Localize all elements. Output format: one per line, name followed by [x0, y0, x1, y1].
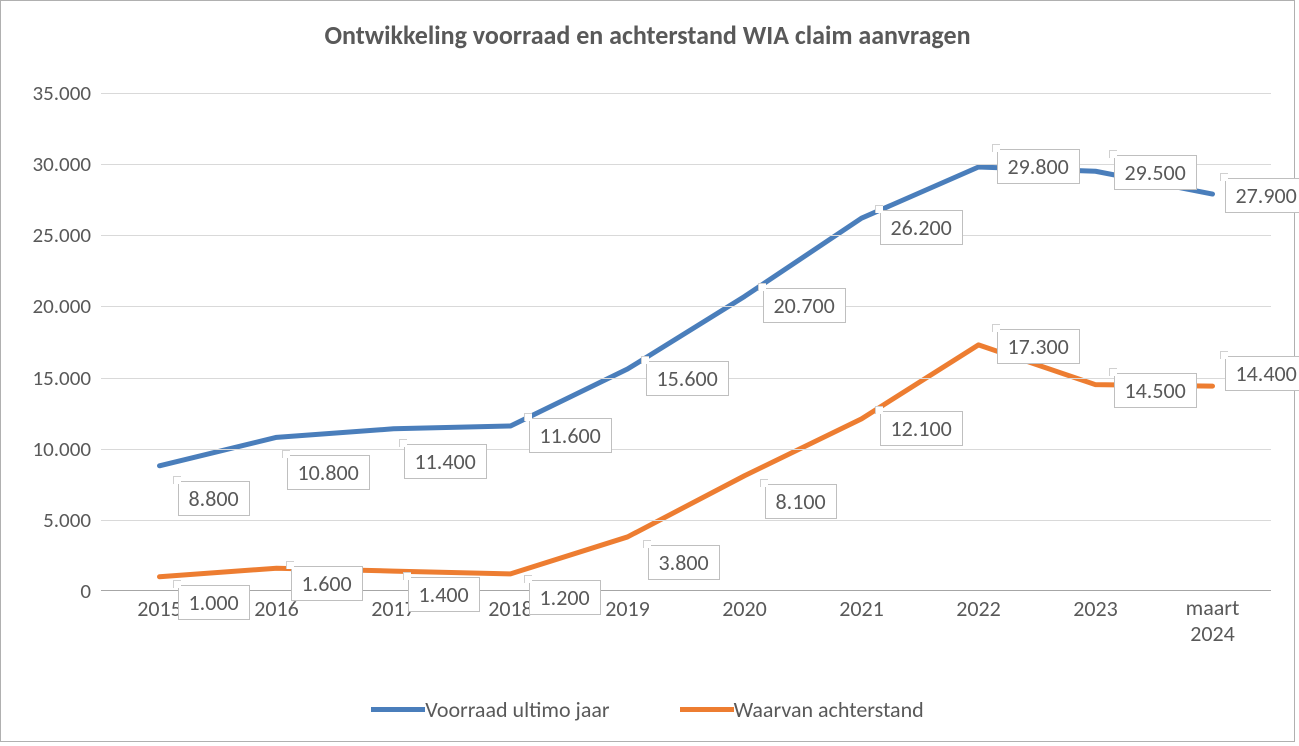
y-axis-tick-label: 30.000: [1, 151, 91, 177]
gridline: [101, 93, 1271, 94]
legend-swatch-voorraad: [371, 707, 425, 712]
chart-title: Ontwikkeling voorraad en achterstand WIA…: [1, 19, 1294, 51]
y-axis-tick-label: 15.000: [1, 365, 91, 391]
x-axis-tick-label: 2020: [686, 595, 803, 622]
data-label: 12.100: [880, 411, 963, 446]
y-axis-tick-label: 0: [1, 578, 91, 604]
legend-swatch-achterstand: [680, 707, 734, 712]
plot-area: 05.00010.00015.00020.00025.00030.00035.0…: [101, 93, 1271, 591]
data-label: 10.800: [287, 455, 370, 490]
chart-lines-svg: [101, 93, 1271, 591]
x-axis-tick-label: 2022: [920, 595, 1037, 622]
x-axis-tick-label: 2023: [1037, 595, 1154, 622]
data-label: 20.700: [763, 288, 846, 323]
x-axis-tick-label: maart2024: [1154, 595, 1271, 648]
data-label: 11.400: [404, 444, 487, 479]
data-label: 11.600: [529, 418, 612, 453]
legend-item-achterstand: Waarvan achterstand: [680, 696, 924, 723]
data-label: 14.500: [1114, 373, 1197, 408]
y-axis-tick-label: 5.000: [1, 507, 91, 533]
data-label: 8.800: [178, 481, 250, 516]
legend-item-voorraad: Voorraad ultimo jaar: [371, 696, 609, 723]
gridline: [101, 520, 1271, 521]
data-label: 1.600: [291, 566, 363, 601]
data-label: 17.300: [997, 329, 1080, 364]
series-line: [160, 167, 1213, 466]
data-label: 1.200: [529, 580, 601, 615]
data-label: 29.500: [1114, 155, 1197, 190]
gridline: [101, 164, 1271, 165]
y-axis-tick-label: 10.000: [1, 436, 91, 462]
gridline: [101, 235, 1271, 236]
data-label: 8.100: [765, 484, 837, 519]
chart-container: Ontwikkeling voorraad en achterstand WIA…: [0, 0, 1295, 742]
data-label: 27.900: [1225, 178, 1299, 213]
y-axis-tick-label: 25.000: [1, 222, 91, 248]
gridline: [101, 449, 1271, 450]
data-label: 1.000: [178, 585, 250, 620]
data-label: 15.600: [646, 361, 729, 396]
data-label: 3.800: [648, 545, 720, 580]
data-label: 29.800: [997, 149, 1080, 184]
gridline: [101, 306, 1271, 307]
y-axis-tick-label: 20.000: [1, 293, 91, 319]
legend-label-voorraad: Voorraad ultimo jaar: [425, 696, 609, 723]
x-axis: [101, 590, 1271, 591]
legend-label-achterstand: Waarvan achterstand: [734, 696, 924, 723]
y-axis-tick-label: 35.000: [1, 80, 91, 106]
data-label: 1.400: [408, 577, 480, 612]
data-label: 26.200: [880, 210, 963, 245]
legend: Voorraad ultimo jaar Waarvan achterstand: [1, 696, 1294, 723]
x-axis-tick-label: 2021: [803, 595, 920, 622]
data-label: 14.400: [1225, 356, 1299, 391]
